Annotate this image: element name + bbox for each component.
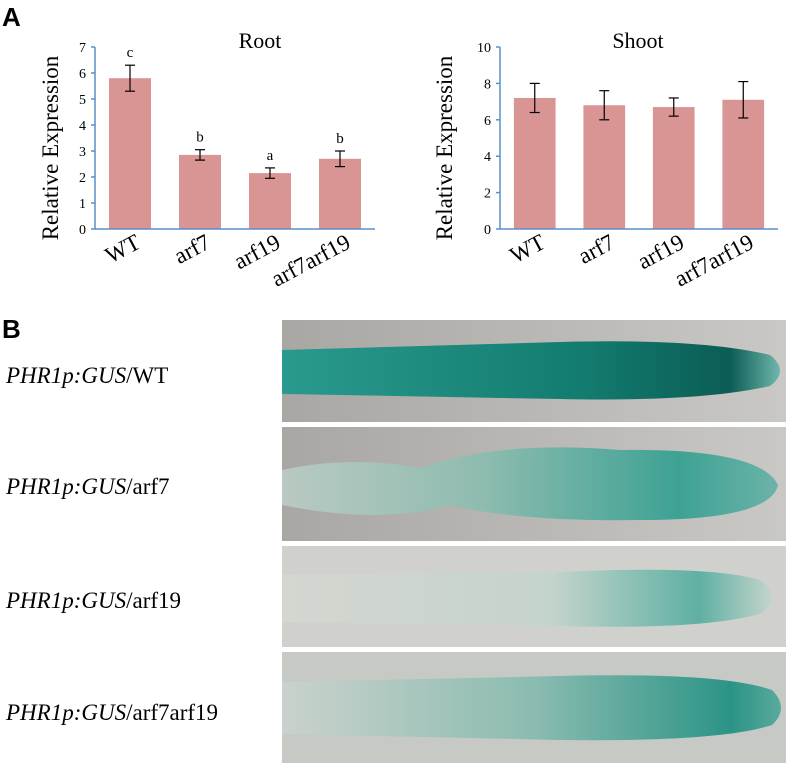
image-label: PHR1p:GUS/arf19 [5,588,181,613]
y-tick-label: 4 [484,150,491,165]
bar [513,97,556,230]
root [282,447,778,521]
image-label: PHR1p:GUS/arf7 [5,474,170,499]
error-bar [195,149,205,161]
x-tick-label: WT [506,229,549,268]
panel-label: A [2,2,21,32]
genotype: /arf19 [126,588,181,613]
y-tick-label: 6 [484,114,491,129]
root [282,675,781,741]
y-axis-label: Relative Expression [432,55,457,240]
x-tick-label: arf7arf19 [267,229,354,291]
error-bar [265,167,275,179]
micrographs [282,320,786,763]
construct: PHR1p:GUS [5,588,127,613]
y-tick-label: 4 [79,119,86,134]
construct: PHR1p:GUS [5,363,127,388]
root [282,569,773,627]
x-tick-label: WT [101,229,144,268]
y-tick-label: 10 [477,41,491,56]
significance-letter: c [127,45,134,61]
x-tick-label: arf7 [170,229,214,268]
significance-letter: b [336,131,344,147]
y-tick-label: 7 [79,41,86,56]
y-tick-label: 5 [79,93,86,108]
bar [583,105,626,229]
error-bar [599,90,610,121]
y-tick-label: 2 [79,171,86,186]
genotype: /WT [126,363,168,388]
bar [109,78,151,229]
bar [722,99,765,229]
chart-title: Shoot [612,28,663,53]
genotype: /arf7arf19 [126,700,218,725]
genotype: /arf7 [126,474,169,499]
y-tick-label: 2 [484,187,491,202]
construct: PHR1p:GUS [5,700,127,725]
error-bar [738,80,749,119]
y-tick-label: 3 [79,145,86,160]
significance-letter: b [196,130,204,146]
y-tick-label: 0 [484,223,491,238]
bar [179,154,221,229]
error-bar [668,97,679,117]
y-tick-label: 0 [79,223,86,238]
y-tick-label: 8 [484,77,491,92]
error-bar [125,64,135,92]
error-bar [529,82,540,114]
panel-label: B [2,314,21,344]
y-axis-label: Relative Expression [38,55,63,240]
x-tick-label: arf7 [574,229,618,268]
chart-title: Root [239,28,282,53]
image-label: PHR1p:GUS/arf7arf19 [5,700,218,725]
y-tick-label: 1 [79,197,86,212]
y-tick-label: 6 [79,67,86,82]
bar [652,107,695,229]
construct: PHR1p:GUS [5,474,127,499]
bar [319,158,361,229]
bar [249,173,291,229]
x-tick-label: arf7arf19 [670,229,757,291]
significance-letter: a [267,148,274,164]
image-label: PHR1p:GUS/WT [5,363,168,388]
root [282,341,780,400]
error-bar [335,150,345,168]
